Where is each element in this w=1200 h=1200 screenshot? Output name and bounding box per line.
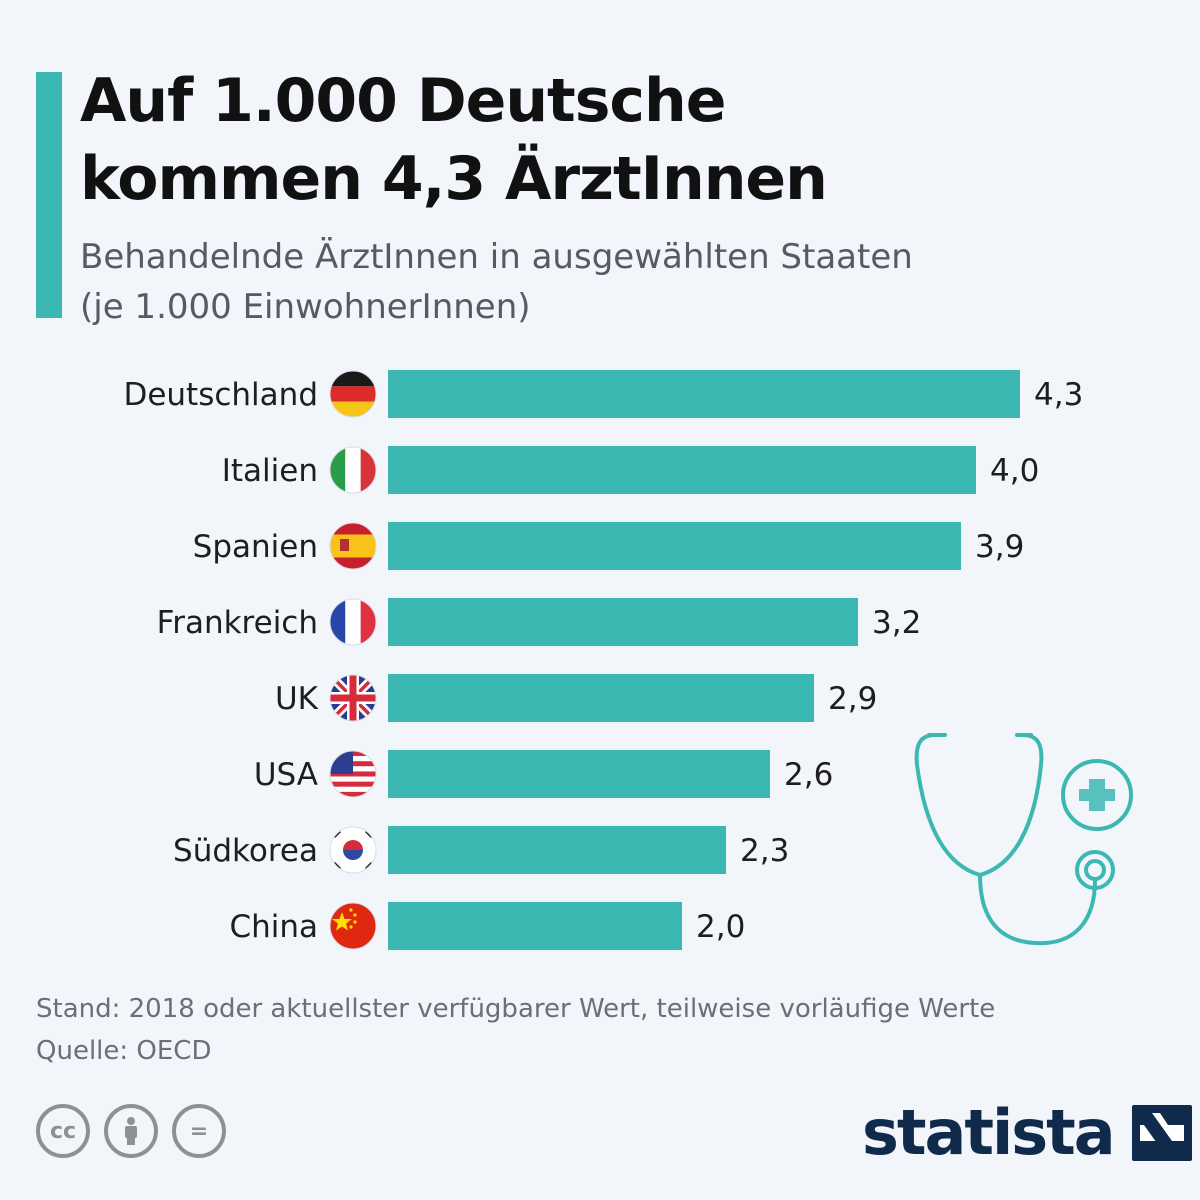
bar-row: USA 2,6 [254,750,833,798]
bar-row: Frankreich 3,2 [157,598,921,646]
bar[interactable] [388,750,770,798]
footer-source: Quelle: OECD [36,1036,212,1066]
value-label: 2,9 [828,681,877,717]
value-label: 4,0 [990,453,1039,489]
value-label: 2,0 [696,909,745,945]
statista-logo[interactable]: statista [862,1098,1192,1168]
stethoscope-icon [914,733,1133,946]
bar[interactable] [388,522,961,570]
italy-flag-icon [329,446,377,494]
value-label: 4,3 [1034,377,1083,413]
bar-chart: Deutschland 4,3 Italien 4,0 Spanien 3,9 Frankr… [123,370,1083,950]
chart-subtitle: Behandelnde ÄrztInnen in ausgewählten St… [80,232,1160,332]
bar-row: Spanien 3,9 [193,522,1024,570]
bar-row: Italien 4,0 [222,446,1039,494]
bar[interactable] [388,370,1020,418]
france-flag-icon [329,598,377,646]
category-label: Frankreich [157,605,318,641]
bar[interactable] [388,826,726,874]
bar-row: Südkorea 2,3 [173,826,789,874]
category-label: Südkorea [173,833,318,869]
uk-flag-icon [329,674,377,722]
category-label: China [229,909,318,945]
usa-flag-icon [329,750,377,798]
statista-mark-icon [1131,1105,1192,1161]
bar-row: UK 2,9 [275,674,877,722]
bar-row: China 2,0 [229,902,745,950]
footer-note: Stand: 2018 oder aktuellster verfügbarer… [36,994,996,1024]
germany-flag-icon [329,370,377,418]
creative-commons-icon[interactable]: cc [36,1104,90,1158]
bar[interactable] [388,598,858,646]
value-label: 3,9 [975,529,1024,565]
chart-footer: Stand: 2018 oder aktuellster verfügbarer… [36,988,1156,1072]
value-label: 3,2 [872,605,921,641]
bar-row: Deutschland 4,3 [123,370,1083,418]
no-derivatives-icon[interactable]: = [172,1104,226,1158]
attribution-icon[interactable] [104,1104,158,1158]
chart-title-line-1: Auf 1.000 Deutsche [80,66,726,136]
category-label: UK [275,681,319,717]
chart-title-line-2: kommen 4,3 ÄrztInnen [80,144,828,214]
spain-flag-icon [329,522,377,570]
value-label: 2,6 [784,757,833,793]
title-accent-bar [36,72,62,318]
category-label: USA [254,757,318,793]
value-label: 2,3 [740,833,789,869]
bar[interactable] [388,674,814,722]
license-icons: cc = [36,1104,226,1158]
statista-wordmark: statista [862,1096,1116,1169]
category-label: Italien [222,453,318,489]
category-label: Spanien [193,529,318,565]
chart-title: Auf 1.000 Deutsche kommen 4,3 ÄrztInnen [80,62,1160,218]
bar-chart-rows: Deutschland 4,3 Italien 4,0 Spanien 3,9 Frankr… [123,370,1083,950]
china-flag-icon [329,902,377,950]
chart-subtitle-line-2: (je 1.000 EinwohnerInnen) [80,287,531,327]
bar[interactable] [388,446,976,494]
south-korea-flag-icon [329,826,377,874]
bar[interactable] [388,902,682,950]
category-label: Deutschland [123,377,318,413]
chart-subtitle-line-1: Behandelnde ÄrztInnen in ausgewählten St… [80,237,913,277]
